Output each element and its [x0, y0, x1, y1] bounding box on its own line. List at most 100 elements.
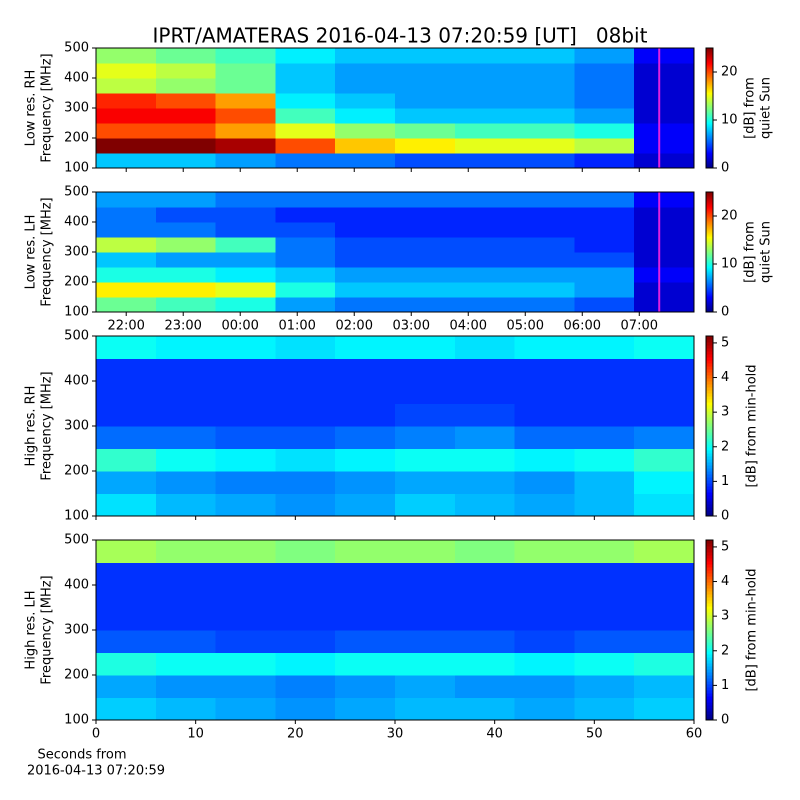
colorbar-slice: [706, 280, 713, 283]
heatmap-cell: [335, 153, 396, 169]
colorbar-slice: [706, 264, 713, 267]
colorbar-slice: [706, 396, 713, 400]
heatmap-cell: [275, 448, 336, 472]
heatmap-cell: [96, 48, 157, 64]
heatmap-cell: [454, 585, 516, 608]
heatmap-cell: [634, 153, 695, 169]
colorbar-frame: [705, 335, 714, 517]
heatmap-cell: [574, 562, 635, 586]
colorbar-slice: [706, 224, 713, 227]
chart-title: IPRT/AMATERAS 2016-04-13 07:20:59 [UT] 0…: [153, 24, 648, 48]
heatmap-cell: [335, 607, 396, 631]
heatmap-cell: [395, 93, 456, 109]
heatmap-cell: [454, 207, 516, 223]
heatmap-cell: [395, 630, 456, 653]
colorbar-slice: [706, 489, 713, 493]
heatmap-cell: [454, 493, 516, 517]
heatmap-cell: [514, 267, 575, 283]
heatmap-cell: [215, 153, 276, 169]
heatmap-cell: [215, 48, 276, 64]
heatmap-cell: [395, 585, 456, 608]
heatmap-cell: [514, 630, 575, 653]
heatmap-cell: [96, 123, 157, 139]
heatmap-cell: [574, 493, 635, 517]
colorbar-tick-label: 1: [721, 678, 729, 693]
colorbar-slice: [706, 465, 713, 469]
colorbar-slice: [706, 360, 713, 364]
heatmap-cell: [454, 381, 516, 404]
colorbar-slice: [706, 495, 713, 499]
heatmap-cell: [574, 675, 635, 698]
colorbar-slice: [706, 288, 713, 291]
heatmap-cell: [215, 448, 276, 472]
colorbar-slice: [706, 96, 713, 99]
x-tick-label: 07:00: [621, 319, 658, 334]
heatmap-cell: [275, 358, 336, 382]
y-tick-label: 100: [64, 161, 89, 176]
colorbar-slice: [706, 693, 713, 697]
heatmap-cell: [574, 358, 635, 382]
heatmap-cell: [96, 78, 157, 94]
colorbar-slice: [706, 504, 713, 508]
colorbar-slice: [706, 507, 713, 511]
heatmap-cell: [514, 237, 575, 253]
heatmap-cell: [454, 448, 516, 472]
heatmap-cell: [215, 222, 276, 238]
heatmap-cell: [454, 607, 516, 631]
colorbar-slice: [706, 202, 713, 205]
heatmap-cell: [275, 138, 336, 154]
heatmap-cell: [514, 282, 575, 298]
colorbar-slice: [706, 582, 713, 586]
heatmap-cell: [215, 123, 276, 139]
heatmap-cell: [155, 138, 217, 154]
heatmap-cell: [574, 252, 635, 268]
colorbar-slice: [706, 240, 713, 243]
colorbar-slice: [706, 200, 713, 203]
colorbar-slice: [706, 284, 713, 287]
heatmap-cell: [634, 252, 695, 268]
y-tick-label: 300: [64, 245, 89, 260]
heatmap-cell: [275, 192, 336, 208]
colorbar-slice: [706, 204, 713, 207]
heatmap-cell: [215, 138, 276, 154]
heatmap-cell: [514, 153, 575, 169]
heatmap-cell: [395, 252, 456, 268]
heatmap-cell: [514, 403, 575, 427]
colorbar-slice: [706, 477, 713, 481]
heatmap-cell: [634, 336, 695, 359]
x-axis-label: Seconds from: [37, 748, 126, 763]
heatmap-cell: [395, 471, 456, 494]
colorbar-slice: [706, 603, 713, 607]
heatmap-cell: [275, 562, 336, 586]
heatmap-cell: [96, 426, 157, 449]
colorbar-slice: [706, 292, 713, 295]
heatmap-cell: [454, 267, 516, 283]
heatmap-cell: [335, 697, 396, 721]
heatmap-cell: [514, 471, 575, 494]
heatmap-cell: [215, 630, 276, 653]
colorbar-slice: [706, 262, 713, 265]
colorbar-slice: [706, 146, 713, 149]
colorbar-slice: [706, 585, 713, 589]
heatmap-cell: [454, 222, 516, 238]
colorbar-slice: [706, 132, 713, 135]
heatmap-cell: [634, 403, 695, 427]
heatmap-cell: [155, 607, 217, 631]
colorbar-slice: [706, 74, 713, 77]
colorbar-tick-label: 10: [721, 257, 738, 272]
heatmap-cell: [634, 267, 695, 283]
colorbar-tick-label: 3: [721, 609, 729, 624]
heatmap-cell: [634, 207, 695, 223]
heatmap-cell: [155, 630, 217, 653]
heatmap-cell: [215, 336, 276, 359]
heatmap-cell: [514, 697, 575, 721]
colorbar-slice: [706, 639, 713, 643]
colorbar-slice: [706, 546, 713, 550]
heatmap-cell: [454, 252, 516, 268]
colorbar-slice: [706, 58, 713, 61]
colorbar-slice: [706, 152, 713, 155]
colorbar-slice: [706, 144, 713, 147]
heatmap-cell: [634, 78, 695, 94]
heatmap-cell: [514, 48, 575, 64]
colorbar-slice: [706, 136, 713, 139]
